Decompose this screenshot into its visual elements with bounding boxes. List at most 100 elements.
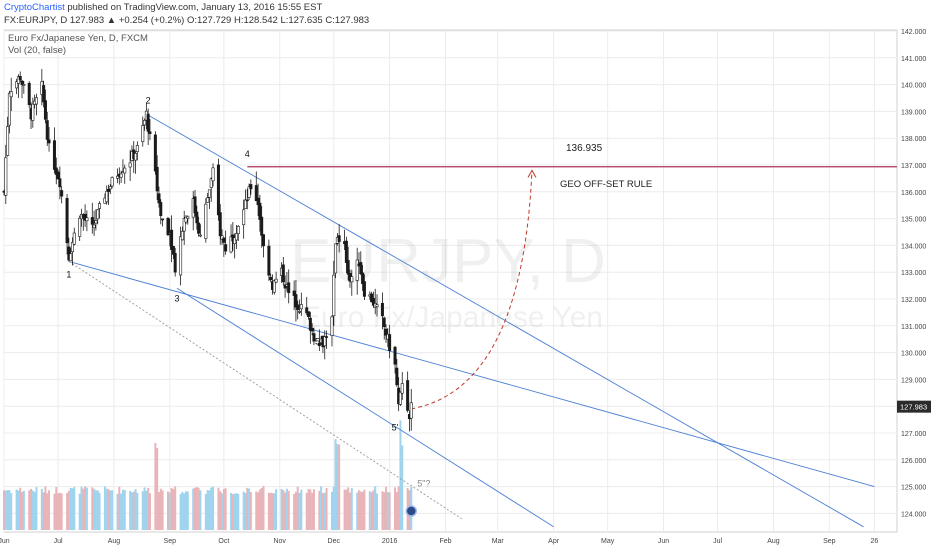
candle-body <box>211 167 215 182</box>
volume-bar <box>85 487 88 530</box>
candle-body <box>395 367 399 386</box>
candle-body <box>287 282 291 294</box>
volume-bar <box>194 487 197 530</box>
y-tick-label: 138.000 <box>901 136 926 143</box>
grid <box>3 29 898 533</box>
trendline <box>68 261 875 488</box>
volume-bar <box>307 489 310 530</box>
candle-body <box>359 262 363 275</box>
volume-bar <box>293 493 296 530</box>
candles <box>2 68 413 432</box>
volume-bar <box>381 491 384 530</box>
candle-body <box>258 202 262 220</box>
candle-body <box>398 391 402 405</box>
published-text: published on TradingView.com, January 13… <box>67 2 323 13</box>
wave-label: 3 <box>174 294 179 304</box>
candle-body <box>243 199 247 209</box>
y-tick-label: 135.000 <box>901 217 926 224</box>
projection-arrowhead <box>527 169 537 178</box>
candle-body <box>296 304 300 310</box>
volume-bar <box>312 489 315 530</box>
candle-body <box>193 196 197 214</box>
candle-body <box>245 199 249 202</box>
volume-bar <box>222 489 225 530</box>
volume-bar <box>284 492 287 530</box>
candle-body <box>312 333 316 342</box>
volume-bar <box>321 493 324 530</box>
y-tick-label: 130.000 <box>901 351 926 358</box>
x-tick-label: Jul <box>713 538 722 545</box>
candle-body <box>272 280 276 293</box>
volume-bar <box>248 488 251 530</box>
candle-body <box>198 234 202 237</box>
wave-label: 5 <box>315 337 320 347</box>
candle-body <box>85 217 89 222</box>
volume-bar <box>350 488 353 530</box>
volume-bar <box>107 489 110 530</box>
publish-header: CryptoChartist published on TradingView.… <box>4 2 322 13</box>
geo-offset-rule-label: GEO OFF-SET RULE <box>560 179 652 190</box>
candle-body <box>119 173 123 178</box>
candle-body <box>197 222 201 234</box>
volume-bar <box>66 492 69 530</box>
candle-body <box>400 383 404 394</box>
symbol-title: Euro Fx/Japanese Yen, D, FXCM <box>8 33 148 44</box>
volume-bar <box>397 486 400 530</box>
candle-body <box>107 189 111 192</box>
candle-body <box>161 218 165 221</box>
author-name[interactable]: CryptoChartist <box>4 2 65 13</box>
candle-body <box>116 175 120 179</box>
wave-label: 2 <box>146 95 151 105</box>
volume-bar <box>116 493 119 530</box>
volume-bar <box>401 445 404 530</box>
candle-body <box>350 276 354 283</box>
candle-body <box>307 311 311 317</box>
volume-bar <box>217 487 220 530</box>
candle-body <box>260 216 264 236</box>
candle-body <box>382 317 386 327</box>
candle-body <box>308 317 312 331</box>
volume-bar <box>287 490 290 530</box>
volume-bar <box>84 486 87 530</box>
trendlines <box>68 113 897 528</box>
volume-bar <box>60 493 63 530</box>
candle-body <box>78 217 82 237</box>
candle-body <box>83 213 87 221</box>
volume-bar <box>136 492 139 530</box>
y-tick-label: 134.000 <box>901 243 926 250</box>
candle-body <box>274 278 278 283</box>
volume-bar <box>134 489 137 530</box>
volume-bar <box>31 490 34 530</box>
candle-body <box>143 120 147 126</box>
volume-bar <box>348 492 351 530</box>
volume-bar <box>296 486 299 530</box>
candle-body <box>16 76 20 84</box>
candle-body <box>135 145 139 153</box>
candle-body <box>256 197 260 206</box>
candle-body <box>98 203 102 209</box>
volume-bar <box>305 492 308 530</box>
volume-bar <box>249 492 252 530</box>
volume-bar <box>40 488 43 530</box>
volume-bar <box>69 487 72 530</box>
candle-body <box>171 245 175 255</box>
volume-bar <box>206 490 209 530</box>
volume-bar <box>129 490 132 530</box>
volume-bar <box>394 487 397 530</box>
candle-body <box>60 190 64 197</box>
volume-legend: Vol (20, false) <box>8 45 67 56</box>
volume-bar <box>105 488 108 530</box>
y-tick-label: 139.000 <box>901 109 926 116</box>
volume-bar <box>363 489 366 530</box>
volume-bar <box>199 490 202 530</box>
volume-bar <box>269 492 272 530</box>
candle-body <box>384 328 388 336</box>
candle-body <box>56 171 60 180</box>
volume-bar <box>258 489 261 530</box>
candle-body <box>299 304 303 310</box>
volume-bar <box>94 490 97 530</box>
volume-bar <box>311 493 314 530</box>
volume-bar <box>192 488 195 530</box>
volume-bar <box>370 492 373 530</box>
